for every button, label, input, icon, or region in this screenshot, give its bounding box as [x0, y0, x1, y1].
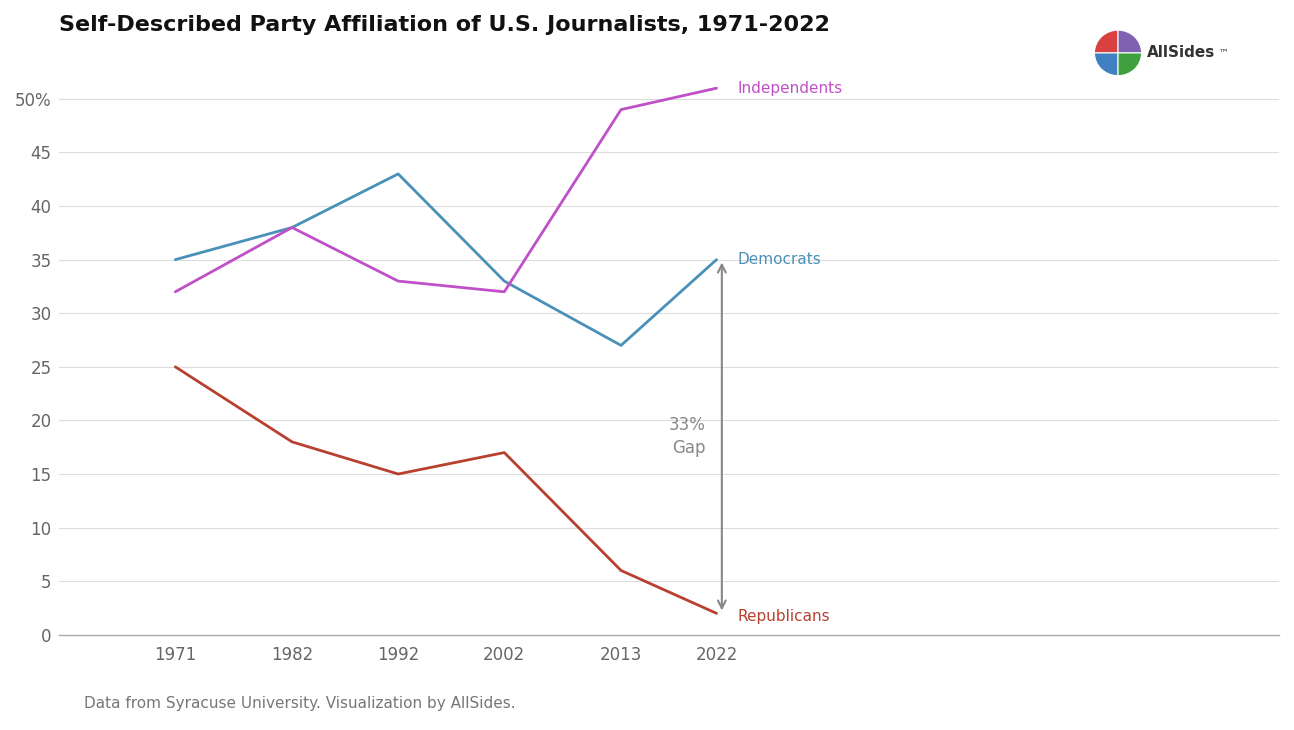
- Text: AllSides: AllSides: [1146, 45, 1215, 60]
- Text: Data from Syracuse University. Visualization by AllSides.: Data from Syracuse University. Visualiza…: [84, 696, 516, 711]
- Wedge shape: [1095, 53, 1118, 76]
- Text: Republicans: Republicans: [738, 609, 831, 624]
- Wedge shape: [1095, 30, 1118, 53]
- Wedge shape: [1118, 53, 1141, 76]
- Wedge shape: [1118, 30, 1141, 53]
- Text: Independents: Independents: [738, 80, 842, 96]
- Text: Democrats: Democrats: [738, 252, 822, 267]
- Text: 33%
Gap: 33% Gap: [669, 416, 707, 456]
- Text: Self-Described Party Affiliation of U.S. Journalists, 1971-2022: Self-Described Party Affiliation of U.S.…: [58, 15, 829, 35]
- Text: ™: ™: [1219, 47, 1229, 58]
